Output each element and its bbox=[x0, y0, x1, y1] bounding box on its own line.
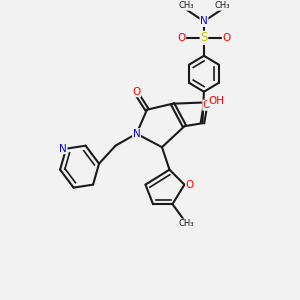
Text: O: O bbox=[222, 33, 230, 43]
Text: CH₃: CH₃ bbox=[178, 219, 194, 228]
Text: O: O bbox=[186, 180, 194, 190]
Text: CH₃: CH₃ bbox=[178, 1, 194, 10]
Text: N: N bbox=[200, 16, 208, 26]
Text: N: N bbox=[59, 144, 67, 154]
Text: O: O bbox=[132, 87, 141, 97]
Text: CH₃: CH₃ bbox=[214, 1, 230, 10]
Text: OH: OH bbox=[208, 96, 224, 106]
Text: N: N bbox=[133, 129, 140, 139]
Text: O: O bbox=[203, 100, 211, 110]
Text: O: O bbox=[177, 33, 186, 43]
Text: S: S bbox=[200, 31, 208, 44]
